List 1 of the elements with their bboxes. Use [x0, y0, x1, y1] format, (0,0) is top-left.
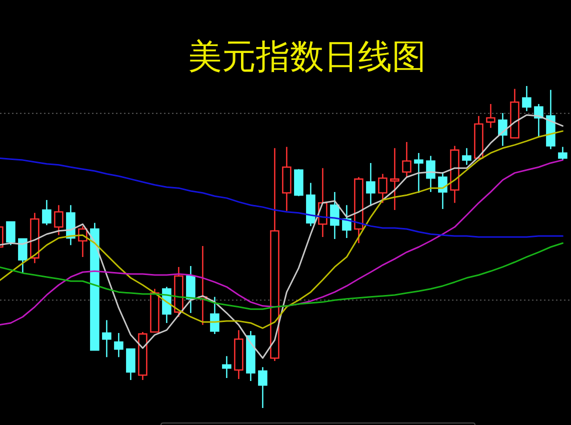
title: 美元指数日线图 — [188, 37, 426, 77]
